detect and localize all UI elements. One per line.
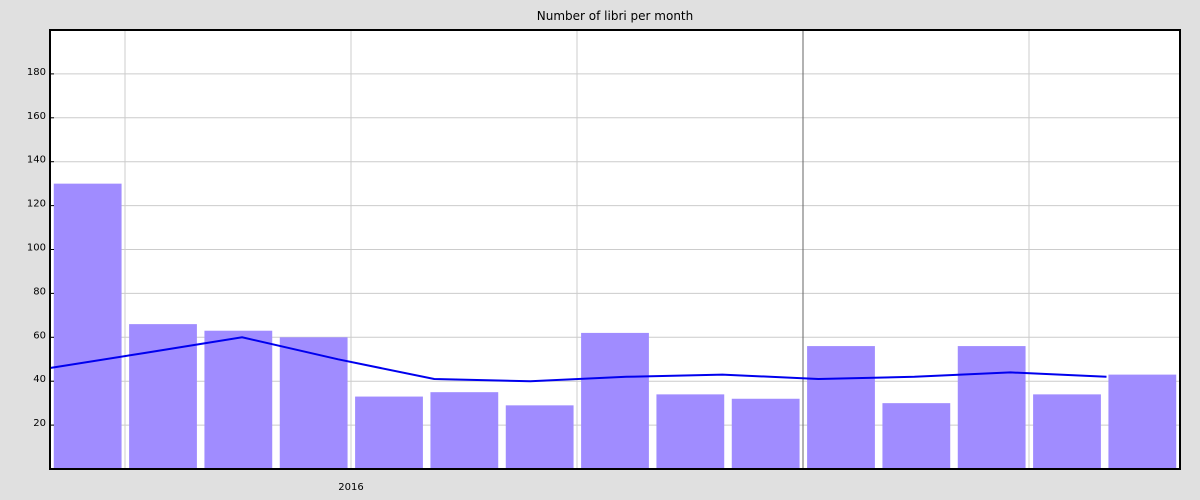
x-tick-label: 2016 xyxy=(338,482,363,493)
plot-border xyxy=(49,29,1181,470)
y-tick-label: 160 xyxy=(27,111,46,122)
bar xyxy=(731,398,800,469)
bar xyxy=(581,332,649,469)
y-tick-label: 20 xyxy=(33,418,46,429)
trend-line xyxy=(49,336,1107,383)
y-axis-ticks: 20 40 60 80 100 120 140 160 180 xyxy=(27,67,54,429)
bar xyxy=(204,330,273,469)
bar xyxy=(656,394,725,469)
bar xyxy=(355,396,423,469)
bar xyxy=(430,392,499,469)
bar xyxy=(53,183,122,469)
bar xyxy=(957,346,1026,469)
bar xyxy=(1108,374,1177,469)
bar xyxy=(807,346,875,469)
x-axis-ticks: 2016 xyxy=(338,482,363,493)
y-tick-label: 100 xyxy=(27,243,46,254)
bars xyxy=(53,183,1177,469)
bar xyxy=(279,337,348,469)
y-tick-label: 40 xyxy=(33,374,46,385)
y-tick-label: 60 xyxy=(33,330,46,341)
y-tick-label: 120 xyxy=(27,199,46,210)
bar xyxy=(129,324,197,469)
y-tick-label: 180 xyxy=(27,67,46,78)
chart-title: Number of libri per month xyxy=(537,9,693,23)
y-tick-label: 140 xyxy=(27,155,46,166)
bar xyxy=(882,403,951,469)
bar xyxy=(1033,394,1101,469)
y-tick-label: 80 xyxy=(33,286,46,297)
bar xyxy=(505,405,574,469)
trend-line-path xyxy=(49,336,1107,383)
